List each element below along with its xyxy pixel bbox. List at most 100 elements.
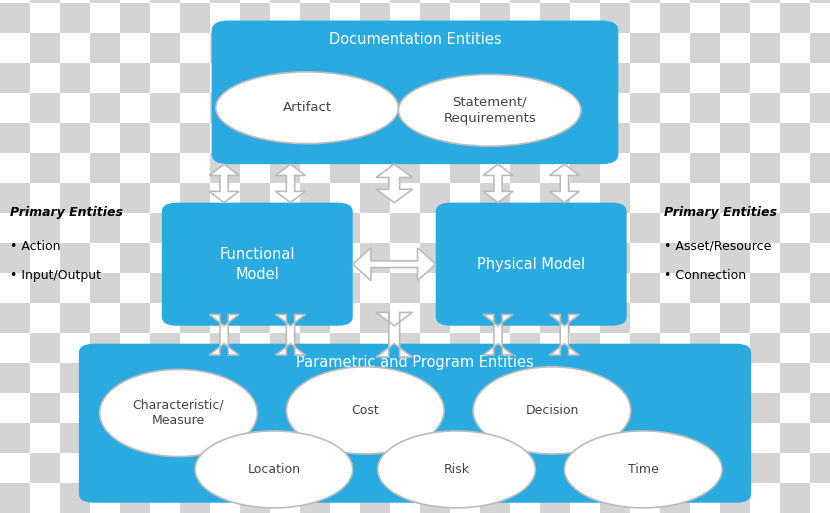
Bar [780,183,810,213]
Bar [570,183,600,213]
Bar [600,93,630,123]
Bar [390,273,420,303]
Bar [570,303,600,333]
Bar [180,423,210,453]
Bar [810,423,830,453]
Bar [720,63,750,93]
Bar [660,153,690,183]
Bar [120,243,150,273]
Bar [570,453,600,483]
Bar [630,303,660,333]
Bar [30,213,60,243]
Bar [180,303,210,333]
Bar [630,243,660,273]
Bar [720,153,750,183]
Bar [810,93,830,123]
Bar [330,273,360,303]
Bar [720,453,750,483]
Polygon shape [483,314,513,355]
Bar [720,93,750,123]
Bar [810,3,830,33]
Bar [330,303,360,333]
Bar [570,3,600,33]
Bar [0,303,30,333]
Bar [150,423,180,453]
Bar [360,453,390,483]
Bar [180,33,210,63]
Bar [780,453,810,483]
Bar [390,123,420,153]
Bar [180,93,210,123]
Bar [90,183,120,213]
Text: • Input/Output: • Input/Output [10,269,101,283]
Bar [240,273,270,303]
Bar [810,0,830,3]
Bar [540,0,570,3]
Bar [540,153,570,183]
Ellipse shape [378,431,535,508]
Bar [690,333,720,363]
Bar [150,153,180,183]
Bar [600,3,630,33]
Bar [150,303,180,333]
Bar [0,213,30,243]
Bar [540,423,570,453]
Bar [690,453,720,483]
Bar [480,123,510,153]
Bar [180,63,210,93]
Bar [660,0,690,3]
Bar [660,213,690,243]
Bar [780,213,810,243]
Bar [510,183,540,213]
Bar [540,363,570,393]
Bar [30,93,60,123]
Bar [780,303,810,333]
Bar [120,63,150,93]
Bar [660,123,690,153]
Bar [780,423,810,453]
Bar [120,393,150,423]
Bar [690,243,720,273]
Bar [690,3,720,33]
Bar [420,0,450,3]
Bar [30,273,60,303]
Bar [630,153,660,183]
Bar [660,243,690,273]
Bar [90,423,120,453]
Bar [240,363,270,393]
Bar [330,153,360,183]
Bar [240,0,270,3]
Bar [480,273,510,303]
Bar [120,123,150,153]
Bar [300,183,330,213]
Bar [30,63,60,93]
Bar [600,153,630,183]
Bar [360,3,390,33]
Bar [0,453,30,483]
Bar [630,423,660,453]
Bar [480,3,510,33]
Bar [90,303,120,333]
Bar [180,243,210,273]
Bar [210,0,240,3]
Bar [120,423,150,453]
Bar [30,423,60,453]
Bar [60,63,90,93]
Bar [120,33,150,63]
Bar [270,273,300,303]
Bar [630,183,660,213]
Bar [450,363,480,393]
Bar [360,243,390,273]
Bar [60,423,90,453]
Bar [270,333,300,363]
Bar [270,93,300,123]
Bar [630,273,660,303]
Ellipse shape [216,72,398,144]
Text: Documentation Entities: Documentation Entities [329,32,501,47]
Bar [480,243,510,273]
Bar [210,303,240,333]
Bar [270,123,300,153]
Bar [480,363,510,393]
Bar [300,123,330,153]
Bar [210,63,240,93]
